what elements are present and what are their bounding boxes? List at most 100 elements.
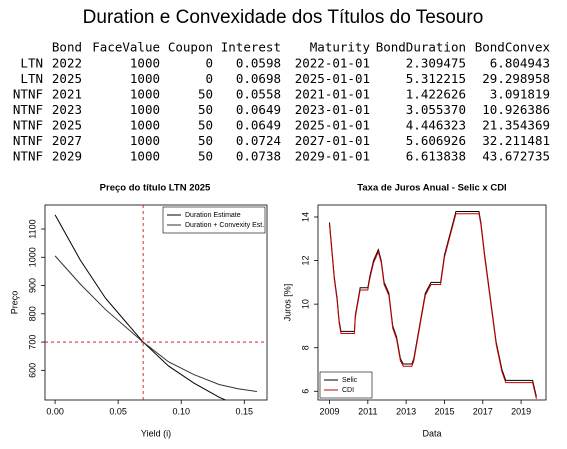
y-axis-label: Preço [9, 291, 19, 315]
y-tick-label: 6 [300, 389, 310, 394]
table-cell: 32.211481 [482, 133, 550, 148]
x-tick-label: 0.05 [109, 406, 127, 416]
legend-label: Duration + Convexity Est. [185, 222, 264, 229]
table-cell: 50 [198, 149, 213, 164]
x-axis-label: Data [422, 428, 441, 438]
x-tick-label: 0.15 [236, 406, 254, 416]
table-cell: 2027 [52, 133, 82, 148]
table-cell: 3.091819 [490, 87, 550, 102]
table-cell: 2025 [52, 118, 82, 133]
table-cell: 2023-01-01 [295, 102, 370, 117]
table-cell: 50 [198, 133, 213, 148]
table-cell: 0 [205, 71, 213, 86]
table-cell: 0.0649 [236, 102, 281, 117]
table-cell: 21.354369 [482, 118, 550, 133]
table-cell: 10.926386 [482, 102, 550, 117]
x-tick-label: 2017 [473, 406, 493, 416]
row-label: NTNF [13, 102, 43, 117]
table-cell: 1.422626 [406, 87, 466, 102]
y-tick-label: 1100 [27, 219, 37, 238]
series-line [329, 211, 537, 397]
page-title: Duration e Convexidade dos Títulos do Te… [83, 7, 484, 28]
y-tick-label: 1000 [27, 247, 37, 267]
table-cell: 1000 [130, 71, 160, 86]
chart-title: Taxa de Juros Anual - Selic x CDI [357, 183, 506, 194]
column-header: BondDuration [376, 40, 466, 55]
column-header: Bond [52, 40, 82, 55]
legend-label: CDI [342, 387, 354, 394]
table-cell: 50 [198, 102, 213, 117]
series-line [329, 213, 537, 400]
table-cell: 1000 [130, 133, 160, 148]
table-cell: 2029-01-01 [295, 149, 370, 164]
table-cell: 2025 [52, 71, 82, 86]
table-cell: 5.312215 [406, 71, 466, 86]
row-label: LTN [20, 56, 43, 71]
table-cell: 2023 [52, 102, 82, 117]
y-tick-label: 600 [27, 363, 37, 378]
column-header: Maturity [310, 40, 371, 55]
table-cell: 6.804943 [490, 56, 550, 71]
table-cell: 2022-01-01 [295, 56, 370, 71]
table-cell: 2025-01-01 [295, 71, 370, 86]
x-tick-label: 2013 [396, 406, 416, 416]
y-tick-label: 800 [27, 306, 37, 321]
table-cell: 2025-01-01 [295, 118, 370, 133]
plot-box [44, 204, 268, 401]
x-tick-label: 0.00 [46, 406, 64, 416]
y-tick-label: 8 [300, 345, 310, 350]
x-tick-label: 0.10 [172, 406, 190, 416]
table-cell: 0.0558 [236, 87, 281, 102]
y-tick-label: 12 [300, 256, 310, 266]
column-header: Coupon [168, 40, 213, 55]
series-line [54, 214, 227, 400]
column-header: FaceValue [92, 40, 160, 55]
table-cell: 0.0598 [236, 56, 281, 71]
table-cell: 1000 [130, 87, 160, 102]
table-cell: 0 [205, 56, 213, 71]
table-cell: 2.309475 [406, 56, 466, 71]
row-label: NTNF [13, 87, 43, 102]
y-tick-label: 700 [27, 335, 37, 350]
table-cell: 0.0698 [236, 71, 281, 86]
x-tick-label: 2015 [434, 406, 454, 416]
table-cell: 43.672735 [482, 149, 550, 164]
x-tick-label: 2019 [511, 406, 531, 416]
table-cell: 6.613838 [406, 149, 466, 164]
table-cell: 50 [198, 118, 213, 133]
table-cell: 2021 [52, 87, 82, 102]
legend-box [162, 206, 266, 234]
table-cell: 50 [198, 87, 213, 102]
table-cell: 2029 [52, 149, 82, 164]
x-tick-label: 2011 [358, 406, 377, 416]
table-cell: 5.606926 [406, 133, 466, 148]
table-cell: 29.298958 [482, 71, 550, 86]
y-tick-label: 900 [27, 278, 37, 293]
chart-title: Preço do título LTN 2025 [100, 183, 211, 194]
plot-area [45, 205, 267, 400]
table-cell: 4.446323 [406, 118, 466, 133]
table-cell: 1000 [130, 56, 160, 71]
column-header: BondConvex [475, 40, 551, 55]
y-tick-label: 10 [300, 299, 310, 309]
legend-label: Selic [342, 377, 358, 384]
legend-label: Duration Estimate [185, 212, 241, 219]
row-label: NTNF [13, 133, 43, 148]
y-tick-label: 14 [300, 212, 310, 222]
y-axis-label: Juros [%] [282, 284, 292, 322]
x-axis-label: Yield (i) [141, 428, 171, 438]
row-label: NTNF [13, 149, 43, 164]
table-cell: 2021-01-01 [295, 87, 370, 102]
table-cell: 2022 [52, 56, 82, 71]
legend-box [319, 371, 373, 399]
row-label: NTNF [13, 118, 43, 133]
table-cell: 2027-01-01 [295, 133, 370, 148]
table-cell: 1000 [130, 149, 160, 164]
column-header: Interest [221, 40, 281, 55]
x-tick-label: 2009 [319, 406, 339, 416]
plot-area [329, 211, 537, 400]
table-cell: 0.0738 [236, 149, 281, 164]
table-cell: 3.055370 [406, 102, 466, 117]
table-cell: 0.0724 [236, 133, 281, 148]
